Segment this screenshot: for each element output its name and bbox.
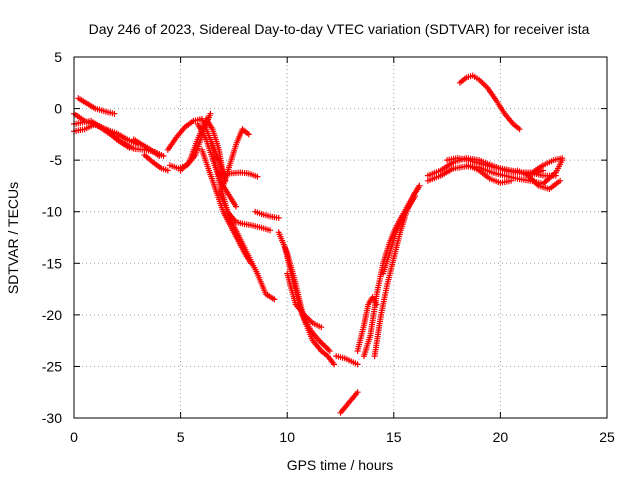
series-track-s (284, 270, 325, 331)
series-track-y (380, 193, 419, 277)
series-track-a (75, 95, 118, 117)
x-tick-label: 20 (493, 429, 509, 445)
x-tick-label: 0 (70, 429, 78, 445)
data-point (540, 167, 546, 174)
series-track-ad (514, 167, 564, 192)
x-tick-label: 10 (279, 429, 295, 445)
data-point (164, 167, 171, 174)
data-point (326, 348, 333, 354)
plot-frame (73, 56, 608, 419)
y-tick-label: -10 (42, 204, 62, 220)
data-point (559, 155, 566, 162)
x-tick-label: 5 (177, 429, 185, 445)
data-point (254, 173, 261, 180)
x-axis-label: GPS time / hours (287, 457, 394, 473)
y-tick-label: 5 (54, 49, 62, 65)
series-track-ae (529, 155, 566, 176)
series-track-k (207, 136, 274, 234)
series-track-t (337, 389, 361, 416)
series-track-v (354, 294, 380, 354)
axis-ticks (73, 56, 608, 419)
series-track-m (216, 188, 278, 303)
series-track-aa (424, 157, 566, 187)
y-axis-label: SDTVAR / TECUs (5, 182, 21, 294)
data-series (71, 72, 566, 416)
series-track-o (220, 126, 252, 189)
data-point (233, 203, 239, 210)
series-track-p (252, 208, 282, 221)
data-point (354, 361, 361, 368)
data-point (516, 126, 523, 133)
data-point (207, 110, 214, 117)
series-track-f (141, 152, 171, 174)
series-track-u (333, 353, 361, 368)
series-track-ac (465, 162, 515, 186)
data-point (331, 361, 338, 368)
y-tick-label: -5 (50, 152, 63, 168)
series-track-x (371, 182, 423, 360)
data-point (267, 227, 274, 234)
data-point (354, 389, 361, 396)
data-point (412, 193, 419, 200)
data-point (557, 177, 564, 184)
data-point (156, 153, 163, 159)
y-tick-label: -25 (42, 358, 62, 374)
series-track-e (130, 136, 163, 159)
y-tick-label: -30 (42, 410, 62, 426)
data-point (245, 131, 252, 138)
data-point (111, 110, 118, 117)
x-tick-labels: 0 5 10 15 20 25 (70, 429, 615, 445)
data-point (271, 296, 278, 303)
series-track-d (71, 117, 167, 159)
y-tick-label: -20 (42, 307, 62, 323)
y-tick-labels: 5 0 -5 -10 -15 -20 -25 -30 (42, 49, 62, 426)
data-point (318, 324, 325, 331)
data-point (416, 182, 423, 189)
x-tick-label: 25 (599, 429, 615, 445)
series-track-af (456, 72, 523, 133)
x-tick-label: 15 (386, 429, 402, 445)
data-point (275, 214, 282, 221)
y-tick-label: -15 (42, 255, 62, 271)
y-tick-label: 0 (54, 101, 62, 117)
grid (74, 57, 607, 418)
series-track-r (282, 244, 333, 354)
chart-title: Day 246 of 2023, Sidereal Day-to-day VTE… (89, 21, 590, 37)
data-point (508, 177, 515, 184)
